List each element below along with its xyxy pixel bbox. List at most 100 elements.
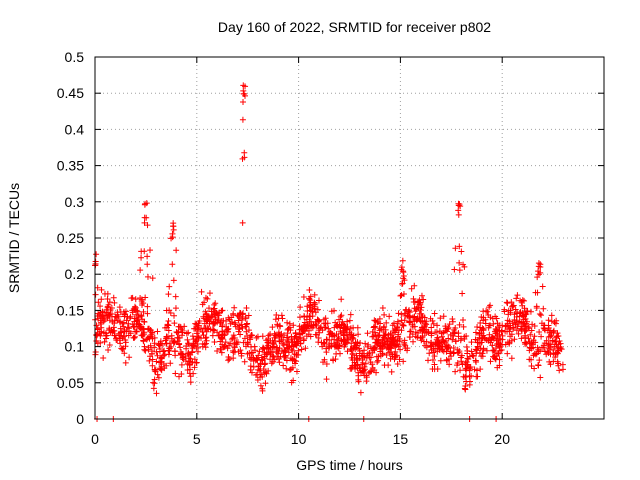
data-point bbox=[359, 368, 366, 375]
data-point bbox=[292, 360, 299, 367]
data-point bbox=[132, 304, 139, 311]
data-point bbox=[285, 325, 292, 332]
data-point bbox=[455, 202, 462, 209]
data-point bbox=[235, 328, 242, 335]
data-point bbox=[389, 338, 396, 345]
data-point bbox=[223, 317, 230, 324]
data-point bbox=[381, 334, 388, 341]
data-point bbox=[295, 338, 302, 345]
data-point bbox=[554, 358, 561, 365]
data-point bbox=[92, 260, 99, 267]
data-point bbox=[526, 344, 533, 351]
grid-lines bbox=[95, 57, 604, 419]
data-point bbox=[331, 336, 338, 343]
data-point bbox=[227, 340, 234, 347]
data-point bbox=[170, 277, 177, 284]
data-point bbox=[149, 350, 156, 357]
data-point bbox=[165, 291, 172, 298]
data-point bbox=[511, 336, 518, 343]
data-point bbox=[213, 309, 220, 316]
data-point bbox=[365, 341, 372, 348]
data-point bbox=[422, 320, 429, 327]
data-point bbox=[424, 328, 431, 335]
data-point bbox=[307, 299, 314, 306]
data-point bbox=[466, 367, 473, 374]
data-point bbox=[446, 361, 453, 368]
data-point bbox=[147, 333, 154, 340]
data-point bbox=[331, 343, 338, 350]
data-point bbox=[398, 327, 405, 334]
data-point bbox=[106, 341, 113, 348]
data-point bbox=[301, 328, 308, 335]
data-point bbox=[415, 329, 422, 336]
data-point bbox=[452, 368, 459, 375]
data-point bbox=[355, 331, 362, 338]
data-point bbox=[490, 320, 497, 327]
data-point bbox=[418, 292, 425, 299]
data-point bbox=[536, 311, 543, 318]
data-point bbox=[222, 339, 229, 346]
data-point bbox=[256, 348, 263, 355]
data-point bbox=[175, 328, 182, 335]
data-point bbox=[132, 296, 139, 303]
data-point bbox=[555, 341, 562, 348]
data-point bbox=[524, 307, 531, 314]
data-point bbox=[92, 348, 99, 355]
data-point bbox=[437, 315, 444, 322]
data-point bbox=[535, 268, 542, 275]
data-point bbox=[420, 296, 427, 303]
data-point bbox=[292, 329, 299, 336]
data-point bbox=[387, 330, 394, 337]
data-point bbox=[477, 320, 484, 327]
data-point bbox=[323, 345, 330, 352]
data-point bbox=[202, 344, 209, 351]
data-point bbox=[116, 318, 123, 325]
data-point bbox=[383, 351, 390, 358]
data-point bbox=[460, 316, 467, 323]
data-point bbox=[269, 324, 276, 331]
data-point bbox=[157, 340, 164, 347]
data-point bbox=[227, 320, 234, 327]
data-point bbox=[97, 303, 104, 310]
data-point bbox=[134, 316, 141, 323]
data-point bbox=[189, 348, 196, 355]
data-point bbox=[508, 355, 515, 362]
data-point bbox=[219, 335, 226, 342]
data-point bbox=[276, 359, 283, 366]
data-point bbox=[402, 342, 409, 349]
data-point bbox=[371, 317, 378, 324]
data-point bbox=[284, 319, 291, 326]
data-point bbox=[484, 308, 491, 315]
data-point bbox=[347, 325, 354, 332]
data-point bbox=[300, 294, 307, 301]
data-point bbox=[417, 307, 424, 314]
data-point bbox=[209, 320, 216, 327]
data-point bbox=[243, 305, 250, 312]
data-point bbox=[434, 340, 441, 347]
data-point bbox=[100, 313, 107, 320]
data-point bbox=[509, 302, 516, 309]
data-point bbox=[263, 337, 270, 344]
data-point bbox=[190, 340, 197, 347]
data-point bbox=[375, 357, 382, 364]
data-point bbox=[449, 336, 456, 343]
data-point bbox=[366, 349, 373, 356]
data-point bbox=[406, 309, 413, 316]
data-point bbox=[174, 329, 181, 336]
data-point bbox=[426, 350, 433, 357]
data-point bbox=[377, 320, 384, 327]
data-point bbox=[397, 346, 404, 353]
data-point bbox=[386, 350, 393, 357]
data-point bbox=[248, 343, 255, 350]
data-point bbox=[298, 346, 305, 353]
data-point bbox=[203, 334, 210, 341]
data-point bbox=[238, 350, 245, 357]
y-tick-label: 0.35 bbox=[57, 158, 84, 174]
data-point bbox=[219, 307, 226, 314]
data-point bbox=[293, 368, 300, 375]
data-point bbox=[486, 322, 493, 329]
data-point bbox=[201, 299, 208, 306]
data-point bbox=[183, 330, 190, 337]
data-point bbox=[261, 369, 268, 376]
data-point bbox=[144, 335, 151, 342]
